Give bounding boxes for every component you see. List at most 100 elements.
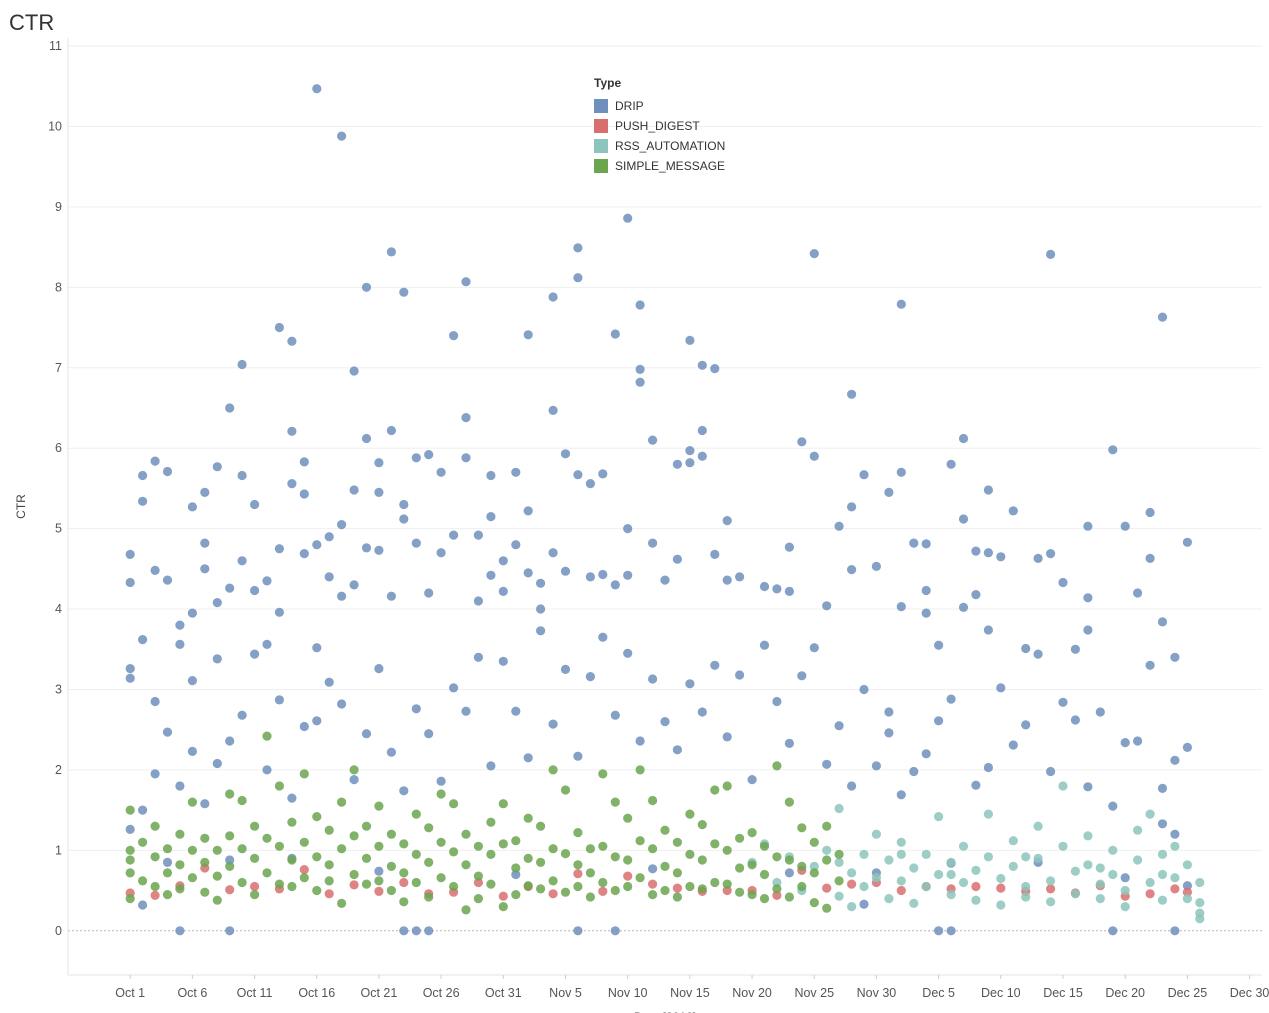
data-point [125, 868, 135, 878]
data-point [225, 861, 235, 872]
data-point [399, 877, 409, 888]
data-point [150, 456, 160, 466]
data-point [125, 855, 135, 865]
data-point [685, 849, 695, 860]
data-point [623, 881, 633, 892]
series-push-digest [125, 863, 1192, 901]
legend-item[interactable]: DRIP [594, 96, 725, 116]
data-point [436, 837, 446, 847]
data-point [648, 844, 658, 854]
legend-label: DRIP [615, 99, 644, 113]
x-tick-label: Oct 16 [298, 986, 335, 1000]
data-point [971, 590, 981, 600]
data-point [983, 485, 994, 495]
data-point [175, 829, 185, 839]
data-point [200, 799, 210, 809]
data-point [573, 926, 583, 936]
data-point [250, 881, 260, 892]
data-point [299, 549, 309, 559]
data-point [237, 795, 247, 806]
data-point [797, 881, 807, 892]
data-point [374, 545, 384, 555]
data-point [150, 821, 160, 831]
data-point [623, 855, 633, 865]
data-point [312, 716, 322, 726]
data-point [374, 886, 384, 897]
series-drip [125, 84, 1192, 936]
data-point [1170, 755, 1180, 765]
data-point [399, 287, 409, 297]
data-point [1070, 715, 1080, 725]
data-point [175, 860, 185, 870]
data-point [697, 360, 707, 370]
grid-lines [68, 45, 1262, 932]
data-point [511, 863, 521, 873]
data-point [1021, 852, 1031, 862]
data-point [312, 812, 322, 822]
data-point [672, 837, 683, 847]
data-point [983, 762, 994, 773]
data-point [287, 479, 297, 489]
data-point [200, 887, 210, 897]
data-point [287, 336, 297, 346]
x-tick-label: Dec 15 [1043, 986, 1083, 1000]
data-point [511, 890, 521, 900]
legend-item[interactable]: SIMPLE_MESSAGE [594, 156, 725, 176]
data-point [349, 485, 359, 495]
data-point [971, 865, 981, 876]
data-point [548, 844, 558, 854]
data-point [1095, 879, 1105, 889]
data-point [299, 457, 309, 467]
data-point [710, 549, 720, 560]
data-point [262, 868, 272, 878]
data-point [1195, 914, 1205, 924]
legend-item[interactable]: RSS_AUTOMATION [594, 136, 725, 156]
data-point [349, 580, 359, 590]
data-point [1157, 617, 1168, 627]
data-point [896, 299, 906, 309]
data-point [498, 586, 508, 597]
data-point [784, 797, 795, 807]
data-point [361, 879, 372, 889]
data-point [250, 821, 260, 831]
y-tick-label: 9 [55, 200, 62, 214]
data-point [996, 552, 1006, 562]
data-point [548, 889, 558, 899]
data-point [125, 549, 135, 560]
data-point [1095, 894, 1105, 904]
legend-swatch [594, 139, 608, 153]
data-point [187, 676, 197, 686]
data-point [349, 869, 359, 880]
data-point [1195, 898, 1205, 908]
data-point [983, 809, 994, 819]
x-tick-label: Dec 20 [1105, 986, 1145, 1000]
legend-item[interactable]: PUSH_DIGEST [594, 116, 725, 136]
data-point [1046, 884, 1056, 894]
data-point [274, 695, 284, 705]
data-point [685, 458, 695, 468]
data-point [909, 766, 919, 777]
data-point [1133, 855, 1143, 865]
data-point [274, 879, 284, 889]
x-tick-label: Nov 30 [857, 986, 897, 1000]
data-point [250, 585, 260, 596]
data-point [150, 852, 160, 862]
data-point [287, 881, 297, 892]
data-point [710, 839, 720, 849]
data-point [548, 876, 558, 886]
data-point [784, 892, 795, 902]
data-point [847, 565, 857, 575]
data-point [274, 322, 284, 333]
data-point [1108, 845, 1118, 855]
data-point [598, 841, 608, 851]
data-point [834, 857, 844, 868]
y-tick-label: 2 [55, 763, 62, 777]
data-point [1182, 537, 1192, 547]
data-point [225, 885, 235, 895]
data-point [1046, 897, 1056, 907]
data-point [834, 521, 844, 531]
data-point [598, 632, 608, 642]
data-point [312, 643, 322, 653]
data-point [1182, 881, 1192, 891]
data-point [536, 578, 546, 588]
